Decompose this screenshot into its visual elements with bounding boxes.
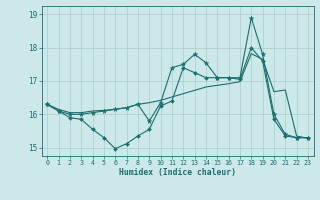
X-axis label: Humidex (Indice chaleur): Humidex (Indice chaleur) [119,168,236,177]
